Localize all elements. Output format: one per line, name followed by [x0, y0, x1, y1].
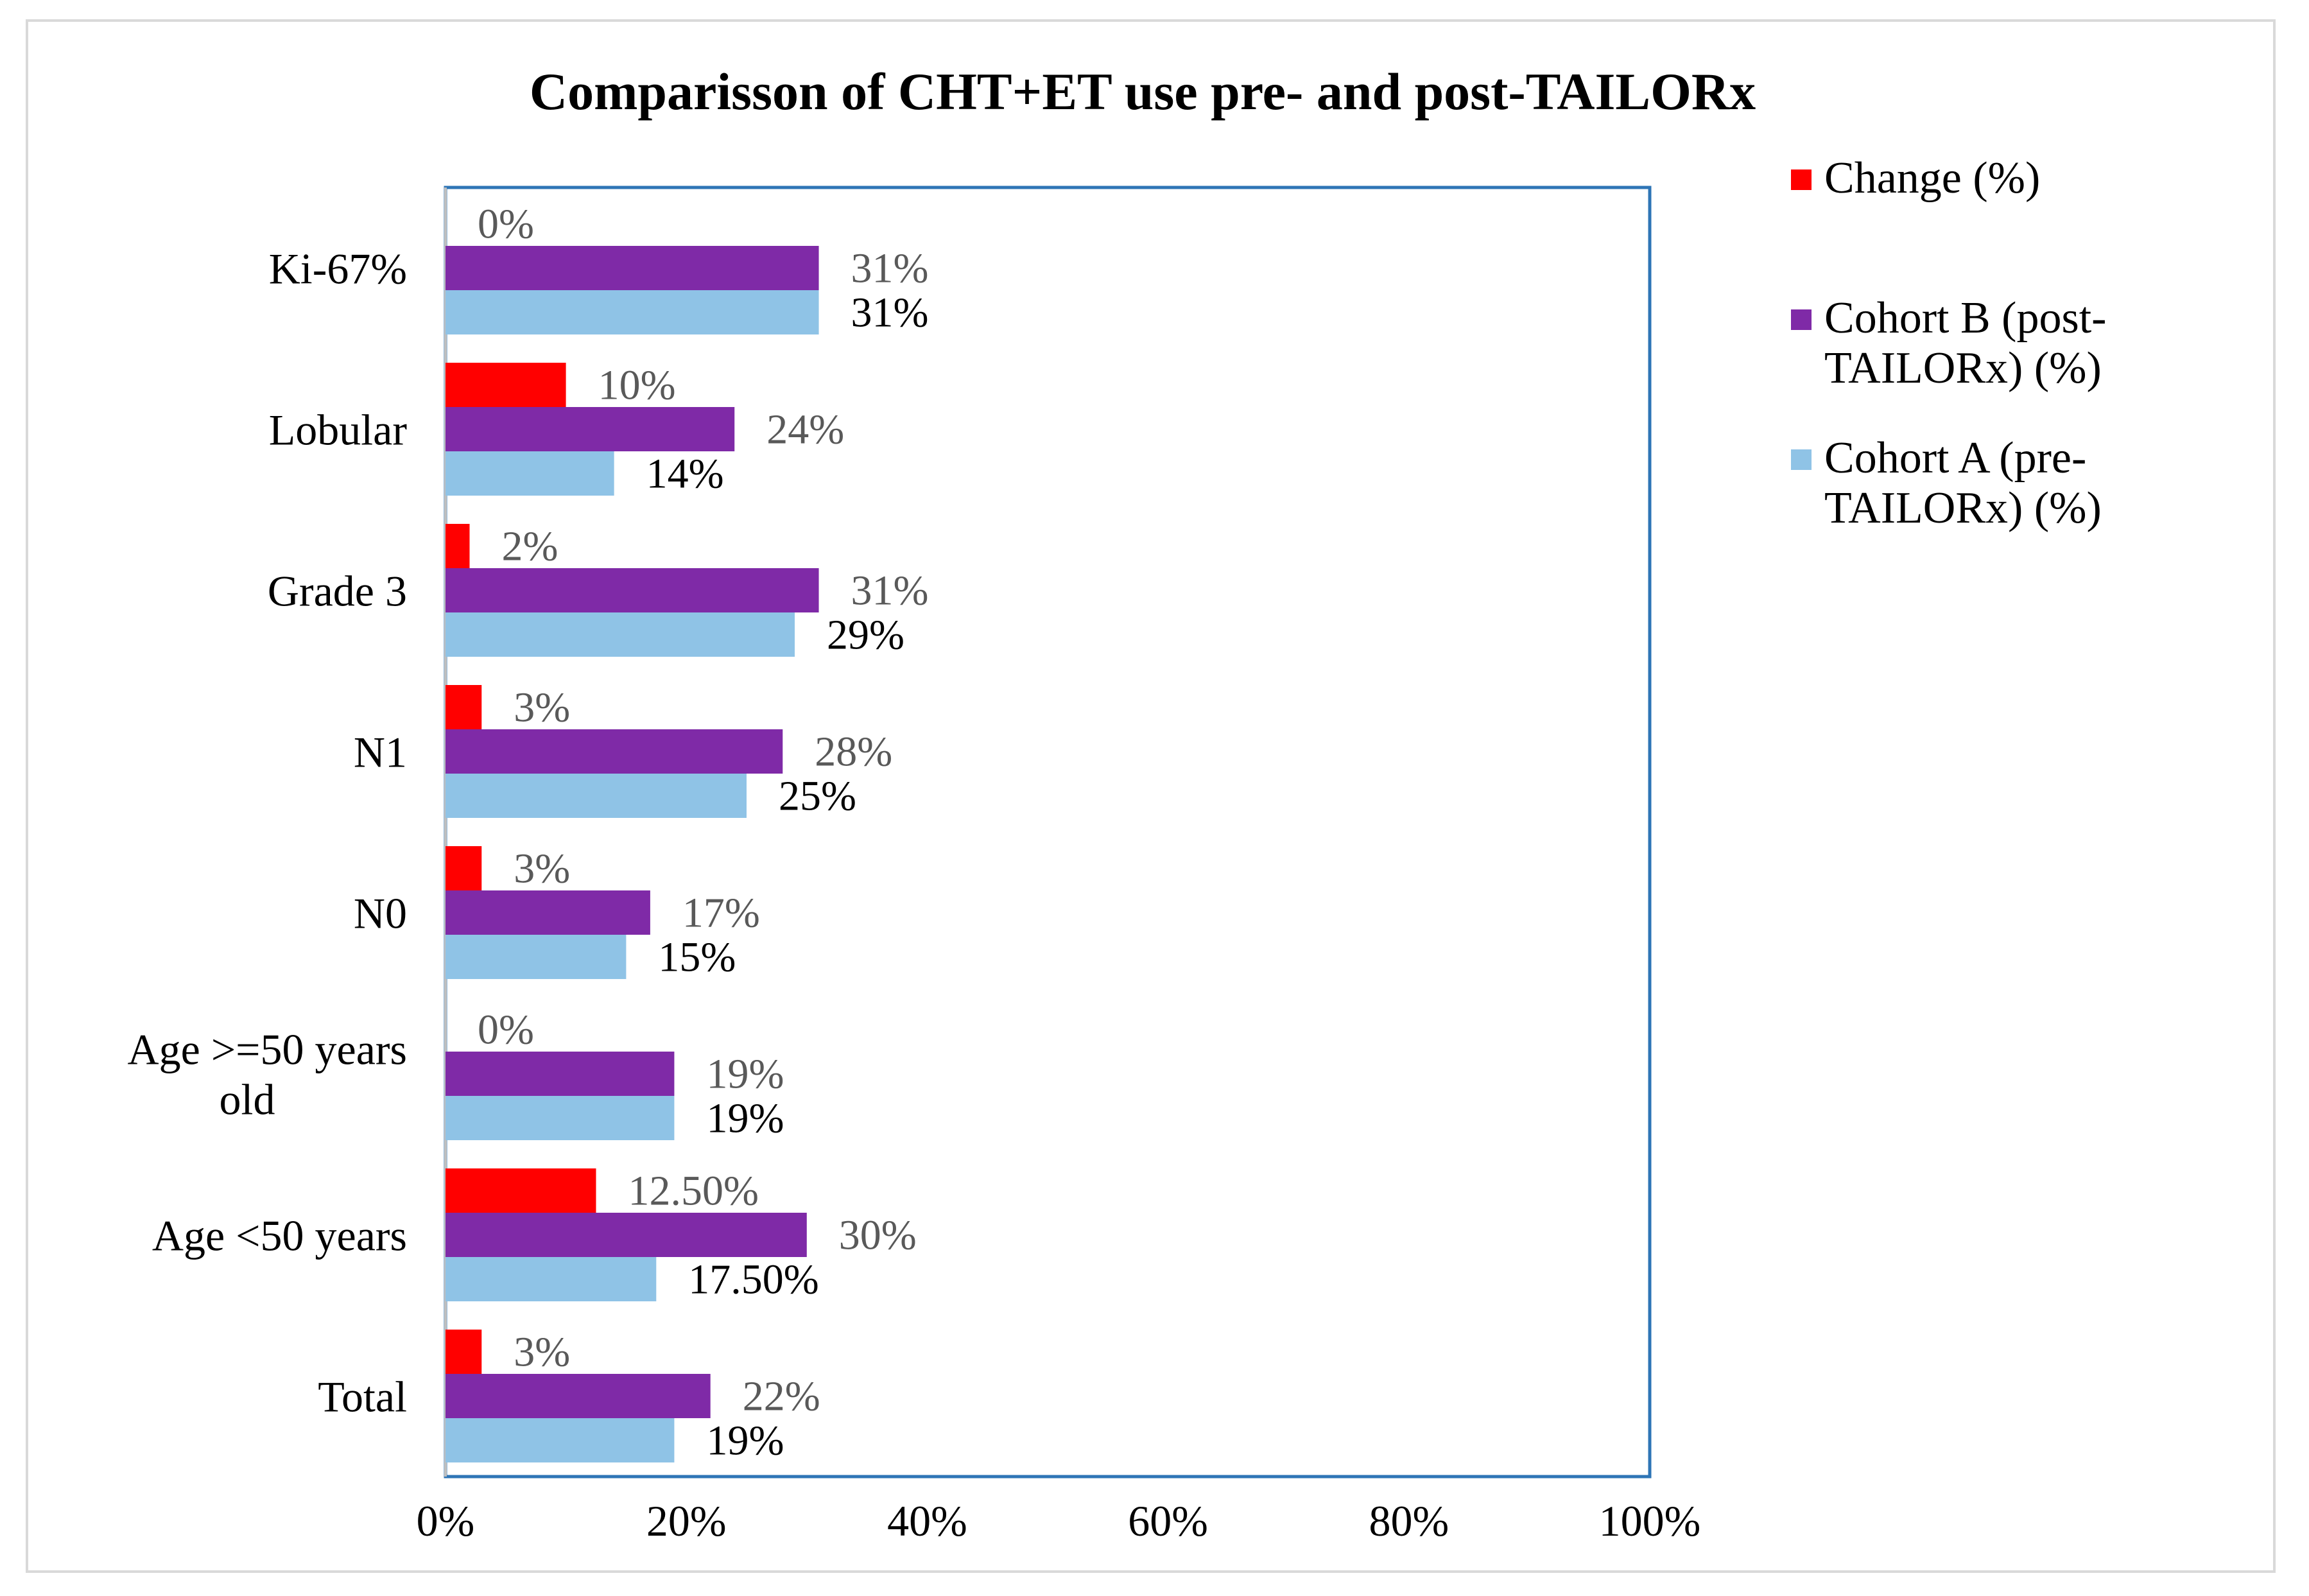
data-label-change: 3% — [514, 684, 570, 731]
data-label-cohort-a: 31% — [851, 290, 929, 336]
data-label-cohort-b: 22% — [743, 1373, 820, 1420]
category-label: N1 — [354, 728, 407, 777]
bar-cohort-a — [445, 451, 614, 496]
data-label-cohort-b: 31% — [851, 245, 929, 292]
legend-swatch-cohort-a — [1791, 449, 1812, 470]
category-label: Grade 3 — [268, 567, 407, 616]
legend: Change (%)Cohort B (post-TAILORx) (%)Coh… — [1791, 153, 2106, 533]
category-label: Age >=50 years — [128, 1025, 407, 1074]
bar-cohort-b — [445, 1052, 675, 1096]
category-label: old — [220, 1075, 275, 1124]
bar-cohort-b — [445, 729, 783, 774]
bar-cohort-a — [445, 1257, 657, 1301]
category-label: Ki-67% — [269, 245, 407, 293]
bar-cohort-b — [445, 407, 735, 451]
data-label-cohort-b: 17% — [682, 890, 760, 937]
data-label-cohort-a: 17.50% — [688, 1256, 818, 1303]
data-label-change: 0% — [478, 201, 534, 248]
bar-cohort-b — [445, 1213, 807, 1257]
data-label-cohort-b: 31% — [851, 568, 929, 614]
data-label-cohort-a: 14% — [646, 451, 724, 498]
bar-change — [445, 1168, 596, 1213]
bar-change — [445, 685, 482, 729]
bar-change — [445, 846, 482, 890]
chart-frame — [26, 19, 2276, 1573]
legend-label-cohort-a: TAILORx) (%) — [1824, 483, 2102, 533]
x-tick-label: 20% — [646, 1496, 727, 1545]
category-label: Lobular — [269, 406, 408, 455]
bar-change — [445, 524, 470, 568]
bar-cohort-b — [445, 890, 650, 935]
x-tick-label: 0% — [417, 1496, 475, 1545]
legend-swatch-cohort-b — [1791, 309, 1812, 330]
data-label-change: 3% — [514, 846, 570, 892]
x-tick-label: 80% — [1369, 1496, 1449, 1545]
plot-area: 0% 20% 40% 60% 80% 100%Ki-67%0%31%31%Lobular1… — [128, 186, 1701, 1545]
bar-change — [445, 363, 566, 407]
bar-cohort-a — [445, 1418, 675, 1462]
data-label-cohort-a: 29% — [827, 612, 904, 659]
category-label: Age <50 years — [152, 1211, 407, 1260]
x-tick-label: 60% — [1128, 1496, 1208, 1545]
bar-change — [445, 1330, 482, 1374]
category-label: N0 — [354, 889, 407, 938]
data-label-cohort-b: 19% — [706, 1051, 784, 1098]
data-label-cohort-a: 25% — [779, 773, 856, 820]
chart-title: Comparisson of CHT+ET use pre- and post-… — [530, 62, 1756, 121]
bar-cohort-a — [445, 612, 795, 657]
data-label-change: 2% — [502, 523, 558, 570]
bar-cohort-b — [445, 246, 819, 290]
data-label-cohort-b: 28% — [815, 729, 892, 776]
category-label: Total — [318, 1373, 407, 1421]
legend-label-change: Change (%) — [1824, 153, 2040, 203]
data-label-cohort-a: 19% — [706, 1418, 784, 1464]
x-tick-label: 40% — [887, 1496, 967, 1545]
bar-cohort-a — [445, 774, 747, 818]
bar-cohort-a — [445, 290, 819, 334]
data-label-cohort-a: 19% — [706, 1095, 784, 1142]
data-label-change: 0% — [478, 1007, 534, 1054]
data-label-cohort-b: 24% — [766, 406, 844, 453]
legend-label-cohort-a: Cohort A (pre- — [1824, 433, 2086, 483]
bar-cohort-b — [445, 568, 819, 612]
bar-cohort-a — [445, 1096, 675, 1140]
data-label-cohort-b: 30% — [839, 1212, 917, 1259]
data-label-change: 10% — [598, 362, 676, 409]
data-label-change: 3% — [514, 1329, 570, 1376]
x-tick-label: 100% — [1599, 1496, 1701, 1545]
legend-label-cohort-b: Cohort B (post- — [1824, 293, 2106, 343]
bar-cohort-b — [445, 1374, 711, 1418]
data-label-change: 12.50% — [628, 1168, 759, 1215]
bar-cohort-a — [445, 935, 627, 979]
legend-swatch-change — [1791, 169, 1812, 190]
legend-label-cohort-b: TAILORx) (%) — [1824, 343, 2102, 393]
data-label-cohort-a: 15% — [658, 934, 736, 981]
